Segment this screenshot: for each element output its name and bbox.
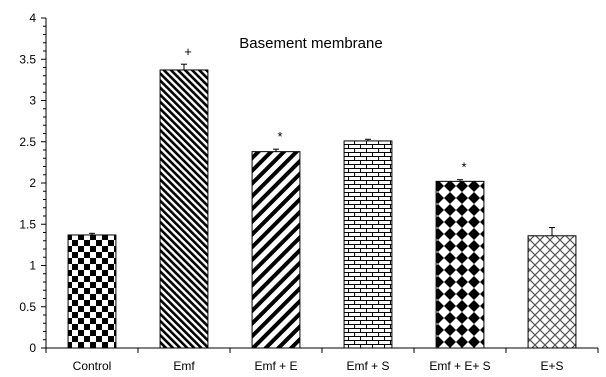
bar-emf-e-s: [436, 181, 484, 348]
x-tick-label: Emf + E+ S: [429, 359, 490, 373]
y-tick-label: 3.5: [19, 52, 36, 66]
y-tick-label: 4: [29, 11, 36, 25]
y-tick-label: 1.5: [19, 217, 36, 231]
x-tick-label: Emf + S: [346, 359, 389, 373]
y-tick-label: 1: [29, 259, 36, 273]
y-tick-label: 2: [29, 176, 36, 190]
y-tick-label: 0.5: [19, 300, 36, 314]
y-tick-label: 0: [29, 341, 36, 355]
y-tick-label: 3: [29, 94, 36, 108]
significance-marker: *: [461, 160, 466, 175]
bar-emf-s: [344, 141, 392, 348]
y-axis: 0 0.5 1 1.5 2 2.5 3 3.5 4: [19, 11, 46, 355]
bars: [68, 70, 576, 348]
x-tick-label: Emf + E: [254, 359, 297, 373]
bar-emf: [160, 70, 208, 348]
bar-e-s: [528, 236, 576, 348]
error-bars: [89, 64, 555, 236]
x-tick-label: Control: [73, 359, 112, 373]
y-tick-label: 2.5: [19, 135, 36, 149]
x-tick-label: Emf: [173, 359, 195, 373]
significance-marker: *: [277, 129, 282, 144]
chart-title: Basement membrane: [239, 35, 382, 52]
annotations: + * *: [184, 44, 466, 175]
bar-control: [68, 235, 116, 348]
bar-emf-e: [252, 152, 300, 348]
significance-marker: +: [184, 44, 192, 59]
x-axis: Control Emf Emf + E Emf + S Emf + E+ S E+S: [46, 348, 598, 373]
x-tick-label: E+S: [540, 359, 563, 373]
